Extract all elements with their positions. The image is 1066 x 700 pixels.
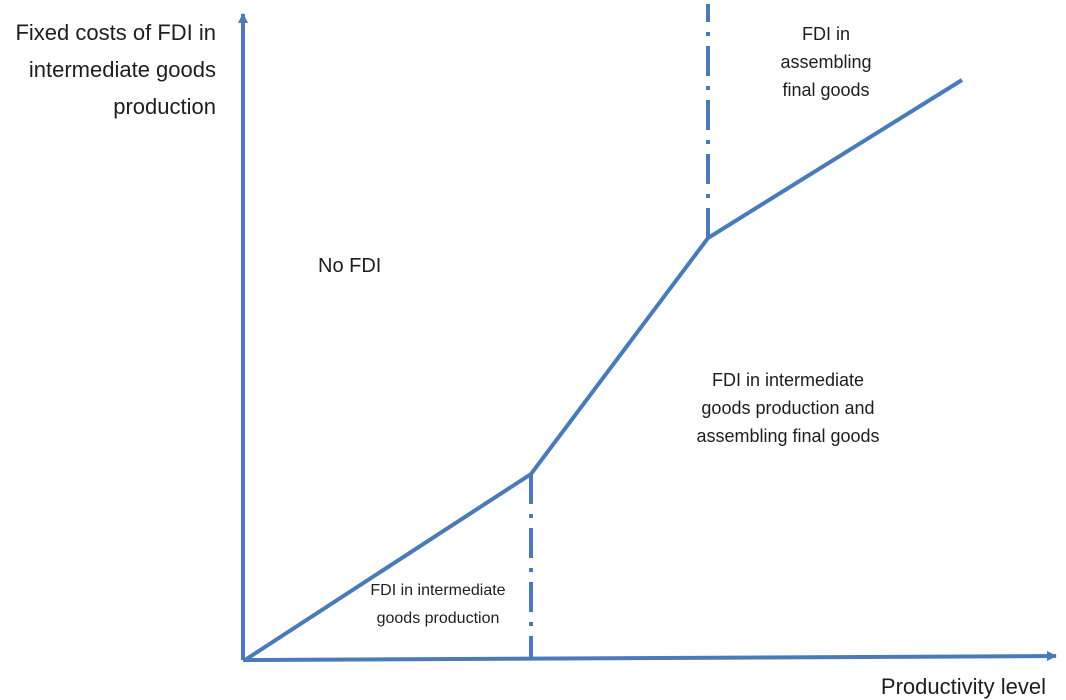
x-axis [242,651,1057,662]
region-assembly-line-2: assembling [780,52,872,72]
region-assembly-line-1: FDI in [801,24,850,44]
region-label-intermediate: FDI in intermediate goods production [338,577,538,633]
region-label-assembly: FDI in assembling final goods [746,20,906,104]
y-axis-label-line-1: Fixed costs of FDI in [15,20,216,45]
y-axis-label-line-3: production [113,94,216,119]
region-label-intermediate-and-assembly: FDI in intermediate goods production and… [658,366,918,450]
region-intermediate-line-1: FDI in intermediate [370,582,506,599]
region-both-line-2: goods production and [701,398,875,418]
region-both-line-3: assembling final goods [696,426,880,446]
cutoff-curve [243,78,964,662]
y-axis-label: Fixed costs of FDI in intermediate goods… [15,14,216,125]
region-intermediate-line-2: goods production [376,610,500,627]
region-both-line-1: FDI in intermediate [711,370,865,390]
x-axis-label: Productivity level [880,674,1046,699]
region-assembly-line-3: final goods [782,80,870,100]
y-axis-label-line-2: intermediate goods [28,57,216,82]
region-label-no-fdi: No FDI [318,255,382,277]
